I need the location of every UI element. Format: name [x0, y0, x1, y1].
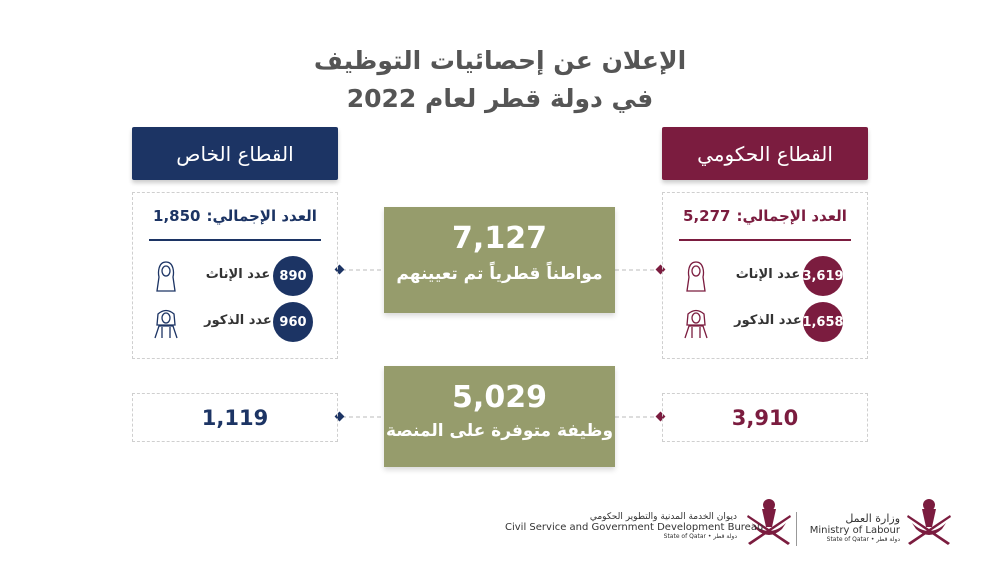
- ministry-english: Ministry of Labour: [809, 525, 900, 536]
- bureau-emblem: [747, 499, 791, 545]
- ministry-arabic: وزارة العمل: [845, 512, 900, 525]
- male-value: 960: [273, 302, 313, 342]
- total-label: العدد الإجمالي:: [736, 207, 847, 225]
- rule: [679, 239, 851, 241]
- icon: [686, 261, 706, 292]
- divider: [796, 512, 797, 546]
- bureau-english: Civil Service and Government Development…: [505, 522, 764, 533]
- male-value: 1,658: [802, 302, 844, 342]
- female-label: عدد الإناث: [735, 267, 801, 282]
- hired-box: 7,127 مواطناً قطرياً تم تعيينهم: [384, 207, 615, 313]
- jobs-label: وظيفة متوفرة على المنصة: [385, 421, 614, 441]
- bureau-state: State of Qatar • دولة قطر: [663, 533, 737, 540]
- private-card: العدد الإجمالي: 1,850 عدد الإناث 890 عدد الذ…: [132, 192, 338, 359]
- government-jobs: 3,910: [662, 393, 868, 442]
- hired-value: 7,127: [452, 221, 547, 256]
- male-icon: [151, 305, 181, 343]
- bureau-arabic: ديوان الخدمة المدنية والتطوير الحكومي: [589, 512, 737, 522]
- male-label: عدد الذكور: [734, 313, 802, 328]
- total-value: 5,277: [683, 207, 731, 225]
- icon: [684, 309, 708, 339]
- icon: [156, 261, 176, 292]
- male-icon: [681, 305, 711, 343]
- jobs-box: 5,029 وظيفة متوفرة على المنصة: [384, 366, 615, 467]
- title-line: الإعلان عن إحصائيات التوظيف: [313, 46, 687, 75]
- ministry-logo: وزارة العمل Ministry of Labour State of …: [808, 512, 900, 543]
- male-label: عدد الذكور: [204, 313, 272, 328]
- female-icon: [681, 259, 711, 297]
- female-label: عدد الإناث: [205, 267, 271, 282]
- rule: [149, 239, 321, 241]
- total-row: العدد الإجمالي: 1,850: [133, 207, 337, 225]
- jobs-value: 5,029: [452, 380, 547, 415]
- government-card: العدد الإجمالي: 5,277 عدد الإناث 3,619 عدد ا…: [662, 192, 868, 359]
- total-label: العدد الإجمالي:: [206, 207, 317, 225]
- female-icon: [151, 259, 181, 297]
- ministry-state: State of Qatar • دولة قطر: [826, 536, 900, 543]
- title-line: في دولة قطر لعام 2022: [346, 84, 654, 113]
- hired-label: مواطناً قطرياً تم تعيينهم: [396, 264, 603, 284]
- ministry-emblem: [907, 499, 951, 545]
- bureau-logo: ديوان الخدمة المدنية والتطوير الحكومي Ci…: [505, 512, 764, 540]
- government-header: القطاع الحكومي: [662, 127, 868, 180]
- private-header: القطاع الخاص: [132, 127, 338, 180]
- female-value: 3,619: [802, 256, 844, 296]
- total-row: العدد الإجمالي: 5,277: [663, 207, 867, 225]
- private-jobs: 1,119: [132, 393, 338, 442]
- total-value: 1,850: [153, 207, 201, 225]
- icon: [154, 309, 178, 339]
- female-value: 890: [273, 256, 313, 296]
